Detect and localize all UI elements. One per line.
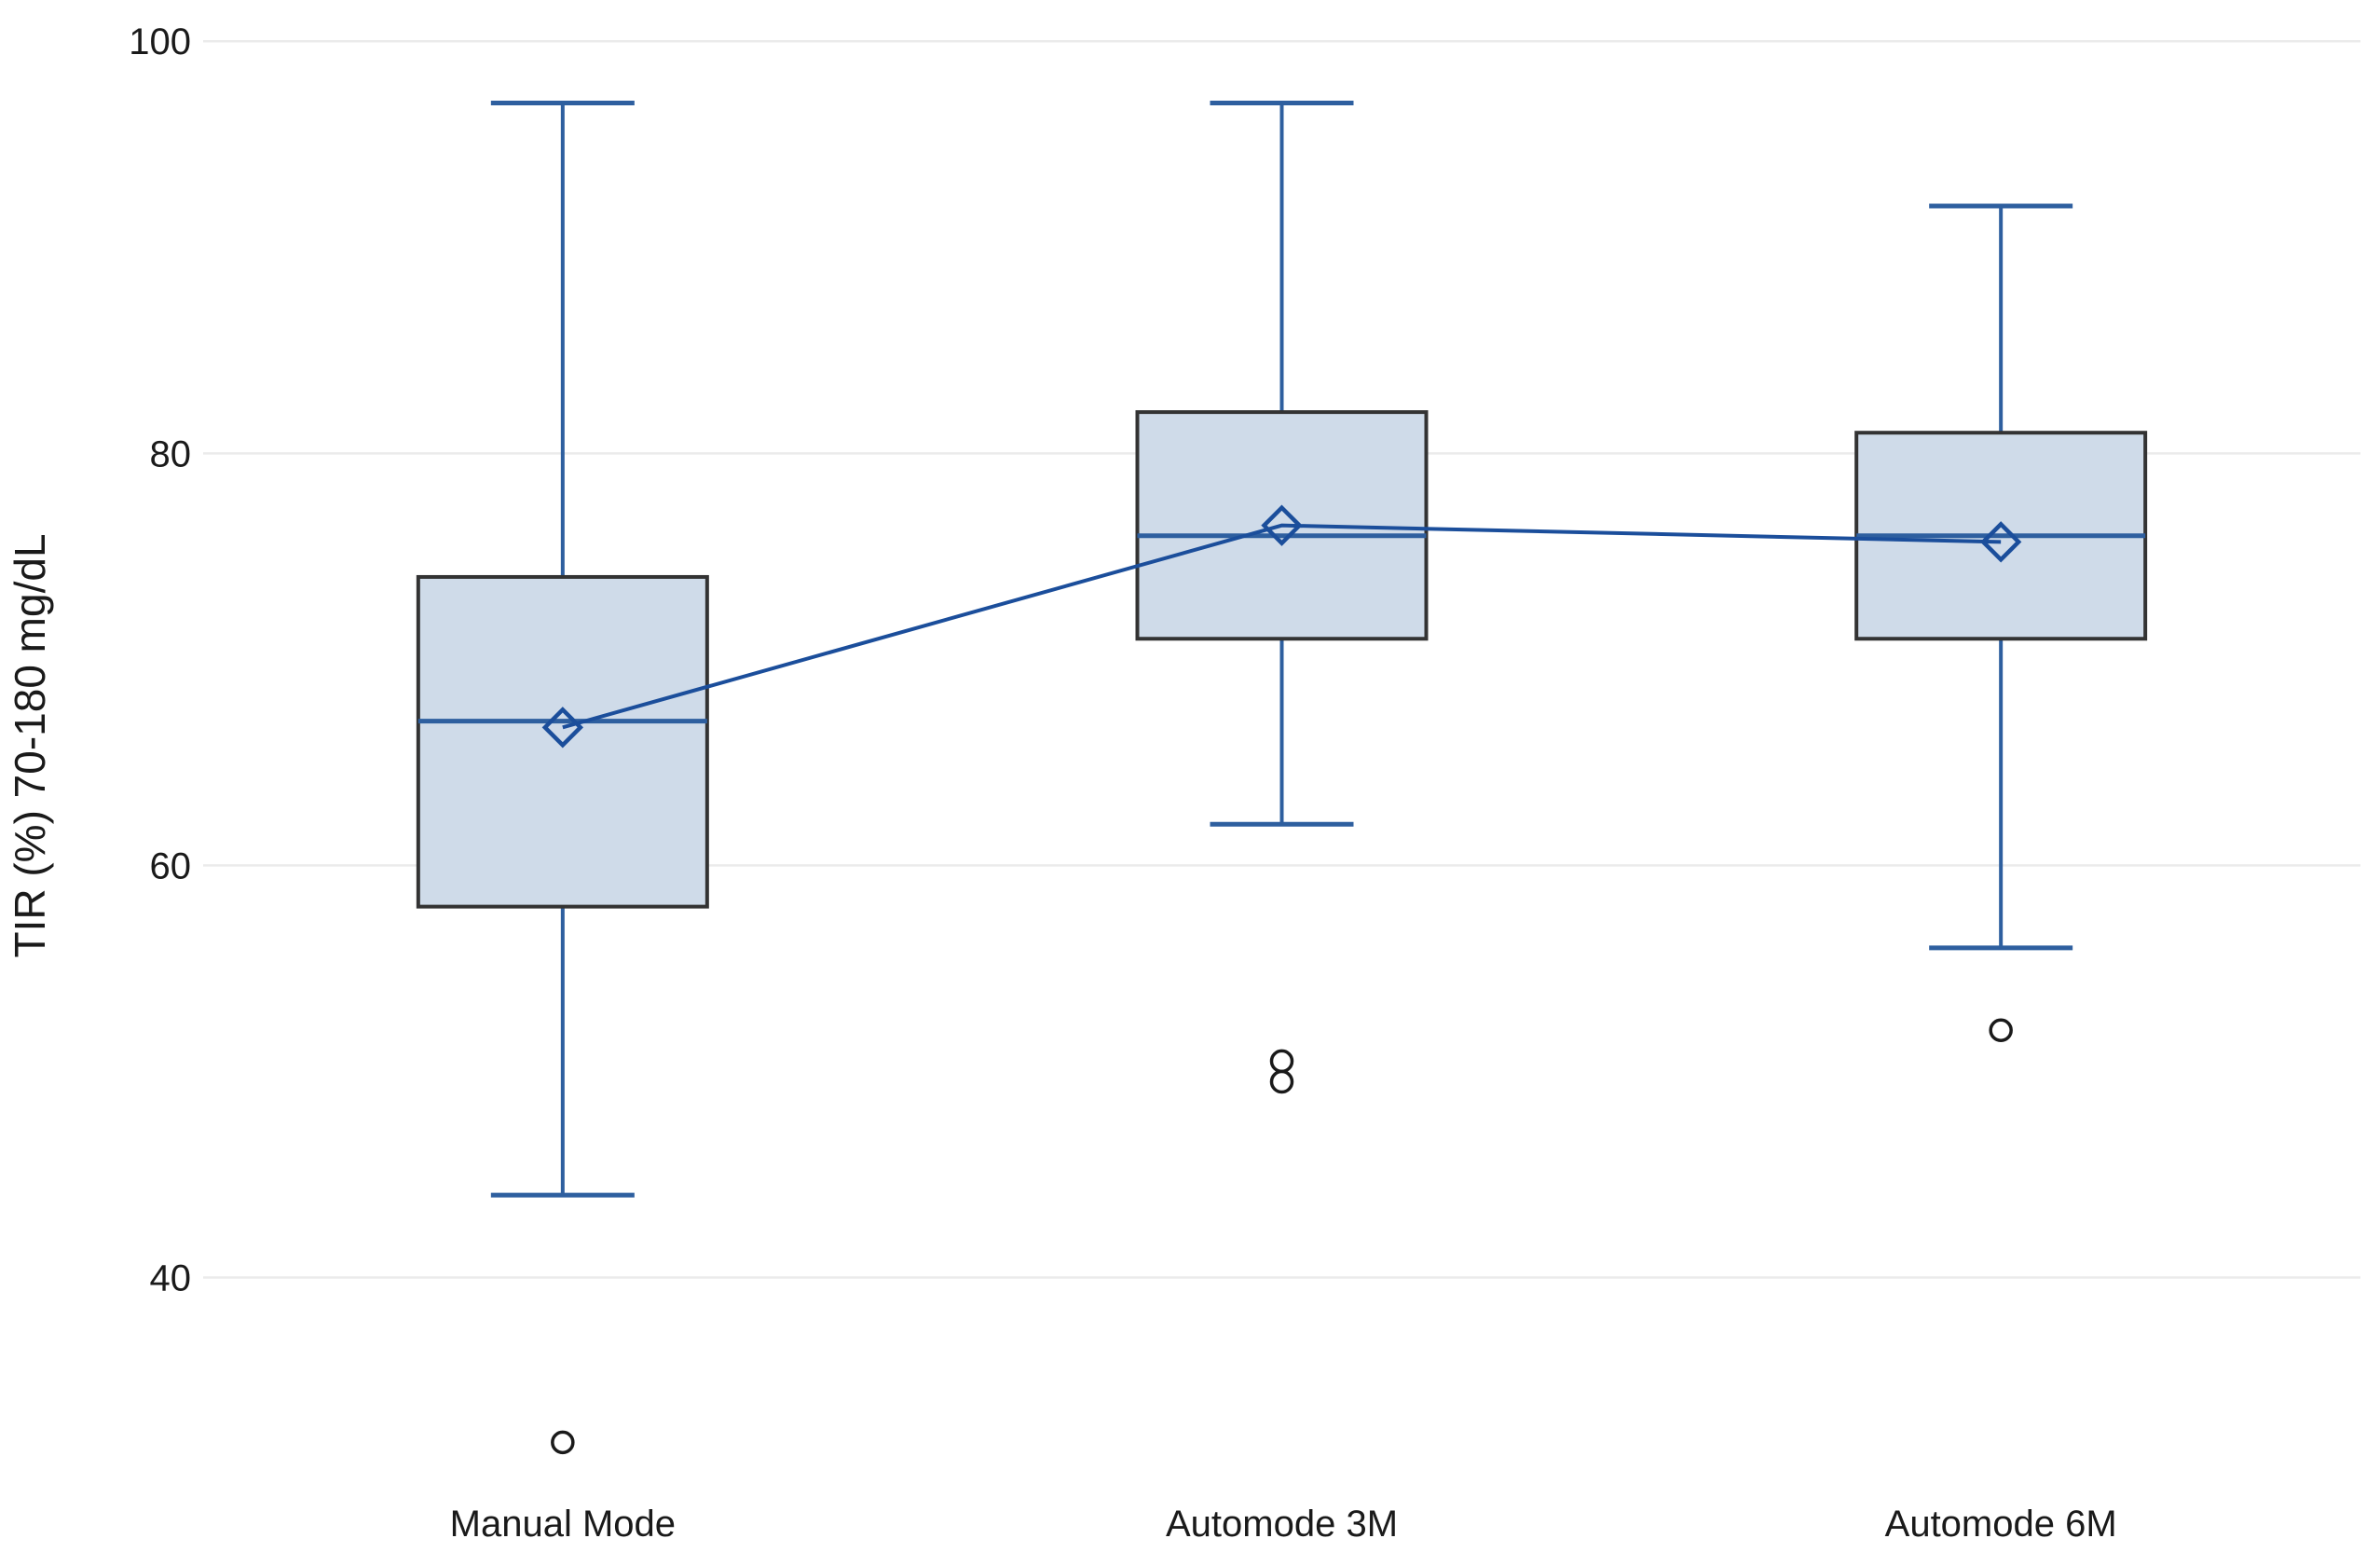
outlier-point-1 <box>1269 1049 1294 1074</box>
mean-diamond-automode-6m <box>1979 521 2022 563</box>
x-axis-category-labels: Manual Mode Automode 3M Automode 6M <box>450 1504 2117 1545</box>
y-tick-label-80: 80 <box>150 433 192 474</box>
outlier-point-1 <box>1989 1018 2013 1043</box>
y-tick-label-40: 40 <box>150 1258 192 1299</box>
mean-diamond-manual-mode <box>541 707 584 749</box>
outlier-point-2 <box>1269 1069 1294 1094</box>
box-group-manual-mode <box>416 101 709 1455</box>
y-axis-tick-labels: 40 60 80 100 <box>129 21 191 1298</box>
mean-connecting-line <box>562 523 2002 730</box>
category-label-automode-3m: Automode 3M <box>1166 1504 1398 1545</box>
category-label-automode-6m: Automode 6M <box>1885 1504 2117 1545</box>
y-tick-label-60: 60 <box>150 845 192 886</box>
mean-diamond-automode-3m <box>1261 504 1303 546</box>
iqr-box <box>416 574 709 909</box>
box-group-automode-3m <box>1135 101 1429 1094</box>
y-axis-title: TIR (%) 70-180 mg/dL <box>6 533 54 957</box>
category-label-manual-mode: Manual Mode <box>450 1504 676 1545</box>
box-group-automode-6m <box>1854 203 2148 1043</box>
y-tick-label-100: 100 <box>129 21 191 62</box>
outlier-point-1 <box>551 1430 575 1455</box>
iqr-box <box>1135 410 1429 641</box>
